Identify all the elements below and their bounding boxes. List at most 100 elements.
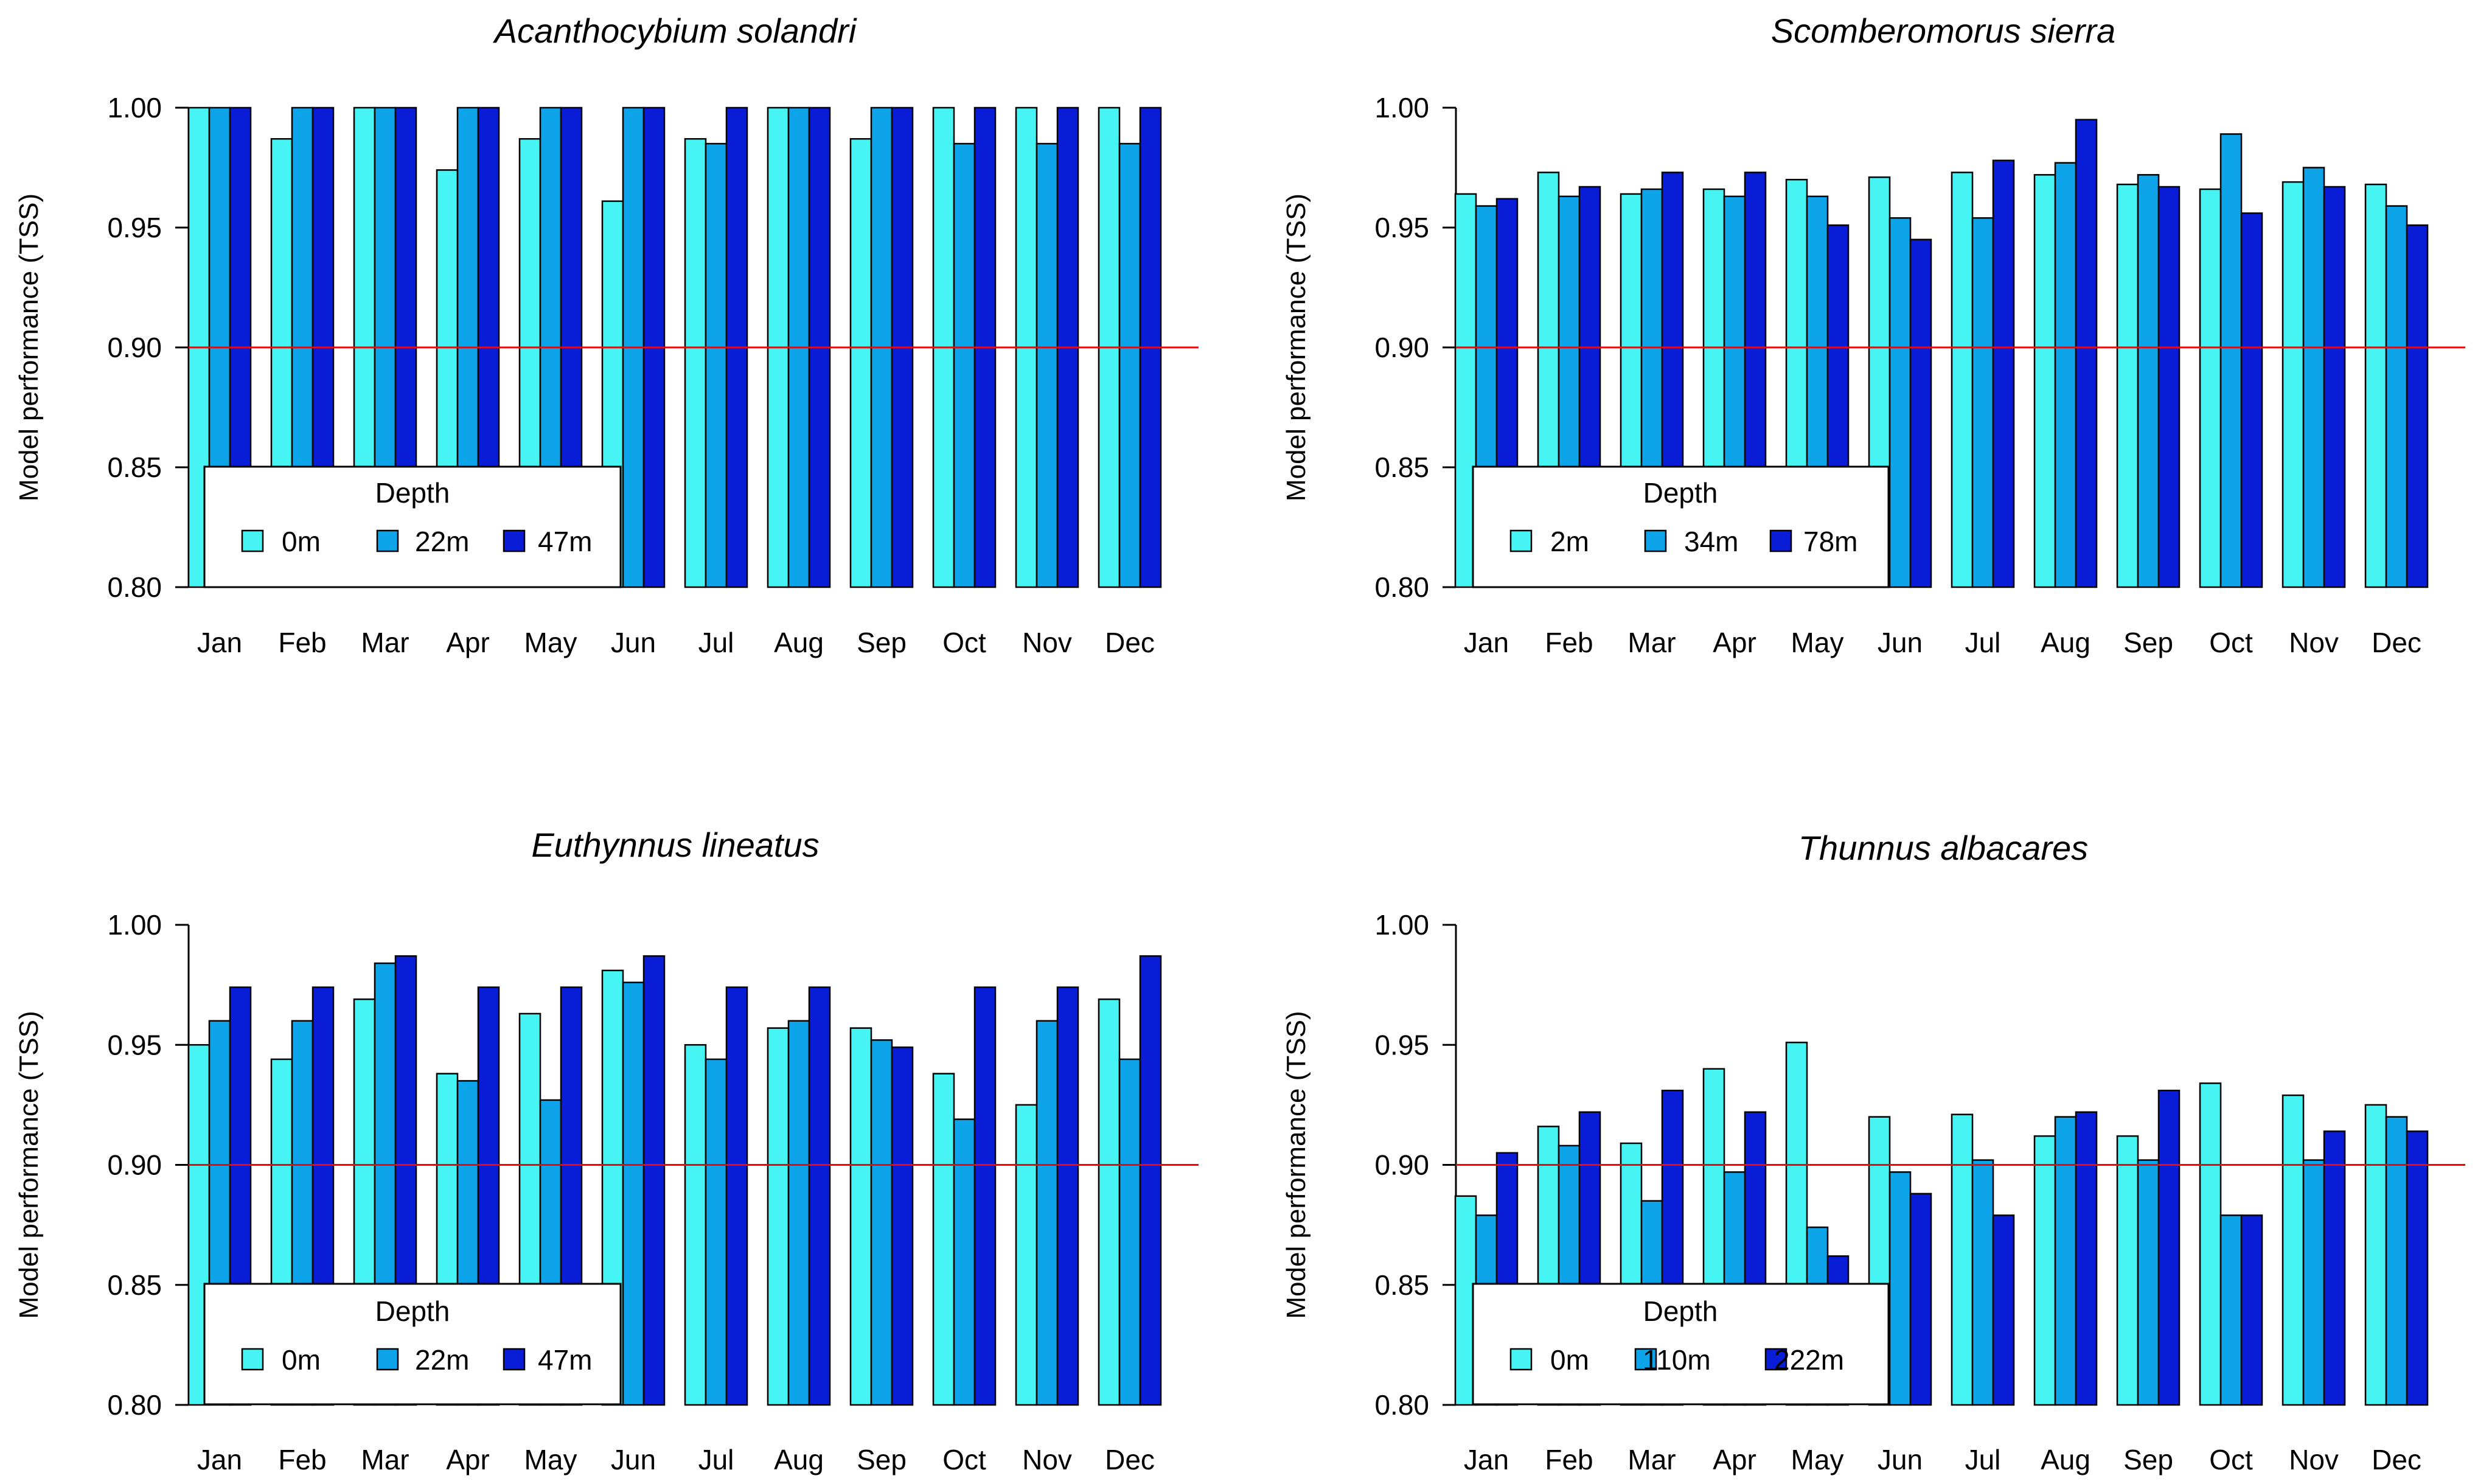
bar-jun-22m xyxy=(622,981,645,1406)
bar-jul-0m xyxy=(684,138,707,588)
y-tick-label: 0.85 xyxy=(1374,1269,1429,1301)
bar-sep-34m xyxy=(2137,174,2160,588)
x-tick-label: Aug xyxy=(774,1444,824,1475)
x-tick-label: Jul xyxy=(1965,627,2001,658)
x-tick-label: Nov xyxy=(1022,627,1072,658)
x-tick-label: Nov xyxy=(2289,1444,2339,1475)
x-tick-label: Jul xyxy=(1965,1444,2001,1475)
x-tick-label: Jan xyxy=(1464,627,1509,658)
x-tick-label: Sep xyxy=(857,627,907,658)
x-tick-label: Mar xyxy=(361,627,409,658)
bar-aug-78m xyxy=(2075,119,2098,588)
bar-sep-0m xyxy=(849,1027,872,1406)
y-tick-label: 0.95 xyxy=(1374,212,1429,243)
bar-dec-47m xyxy=(1139,955,1162,1406)
bar-oct-2m xyxy=(2199,188,2222,588)
bar-sep-110m xyxy=(2137,1159,2160,1406)
x-tick-label: Oct xyxy=(942,627,986,658)
bar-nov-2m xyxy=(2282,181,2305,588)
bar-jul-222m xyxy=(1992,1214,2015,1406)
bar-nov-22m xyxy=(1036,142,1059,588)
x-tick-label: Mar xyxy=(361,1444,409,1475)
y-axis-label: Model performance (TSS) xyxy=(1281,1011,1311,1319)
bar-oct-22m xyxy=(953,1118,976,1406)
x-tick-label: Jan xyxy=(197,627,242,658)
bar-jul-0m xyxy=(684,1044,707,1406)
x-tick-label: Sep xyxy=(857,1444,907,1475)
x-tick-label: May xyxy=(1791,1444,1844,1475)
legend-title: Depth xyxy=(1643,477,1718,509)
bar-jun-34m xyxy=(1888,217,1912,588)
legend-swatch-22m xyxy=(376,1348,399,1371)
bar-jul-78m xyxy=(1992,159,2015,588)
bar-nov-22m xyxy=(1036,1020,1059,1406)
legend-title: Depth xyxy=(1643,1295,1718,1327)
legend-swatch-47m xyxy=(503,1348,526,1371)
x-tick-label: Jun xyxy=(1878,1444,1923,1475)
legend-swatch-2m xyxy=(1509,529,1533,552)
chart-panel-3: Euthynnus lineatus 0.80 0.85 0.90 0.95 1.00 Mo… xyxy=(14,826,1199,1475)
bar-jul-2m xyxy=(1951,172,1974,588)
bar-dec-110m xyxy=(2385,1116,2408,1406)
bar-dec-78m xyxy=(2406,224,2429,588)
bar-nov-78m xyxy=(2323,186,2346,588)
x-tick-label: Jan xyxy=(197,1444,242,1475)
legend-swatch-222m xyxy=(1764,1348,1788,1371)
y-tick-label: 0.95 xyxy=(1374,1029,1429,1061)
y-tick-label: 1.00 xyxy=(107,92,162,124)
legend-swatch-22m xyxy=(376,529,399,552)
bar-sep-47m xyxy=(891,1046,914,1406)
legend-entry-2m: 2m xyxy=(1550,526,1589,557)
y-tick-label: 0.80 xyxy=(1374,571,1429,603)
x-tick-label: Feb xyxy=(1545,1444,1593,1475)
bar-jun-47m xyxy=(642,955,666,1406)
y-tick-label: 0.95 xyxy=(107,212,162,243)
chart-panel-4: Thunnus albacares 0.80 0.85 0.90 0.95 1.00 Mod… xyxy=(1281,829,2465,1475)
bar-aug-2m xyxy=(2033,174,2056,588)
legend: Depth 0m 22m 47m xyxy=(203,465,622,588)
x-tick-label: Sep xyxy=(2123,627,2173,658)
legend-swatch-78m xyxy=(1769,529,1792,552)
bar-dec-22m xyxy=(1118,142,1141,588)
bar-sep-0m xyxy=(2116,1135,2139,1406)
x-tick-label: Dec xyxy=(1105,627,1155,658)
bar-nov-0m xyxy=(1015,1104,1038,1406)
bar-nov-47m xyxy=(1056,986,1079,1406)
x-tick-label: Aug xyxy=(2041,1444,2090,1475)
x-tick-label: Dec xyxy=(2372,1444,2421,1475)
legend-swatch-0m xyxy=(1509,1348,1533,1371)
bar-aug-34m xyxy=(2054,162,2077,588)
y-tick-label: 0.85 xyxy=(107,1269,162,1301)
legend-entry-0m: 0m xyxy=(1550,1344,1589,1376)
y-axis-label: Model performance (TSS) xyxy=(14,1011,44,1319)
y-tick-label: 0.90 xyxy=(1374,332,1429,363)
legend-box xyxy=(1472,465,1890,588)
chart-title: Thunnus albacares xyxy=(1798,829,2088,867)
bar-jun-222m xyxy=(1909,1193,1932,1406)
y-tick-label: 0.95 xyxy=(107,1029,162,1061)
bar-aug-222m xyxy=(2075,1111,2098,1406)
bar-dec-222m xyxy=(2406,1130,2429,1406)
bar-oct-22m xyxy=(953,142,976,588)
x-tick-label: Aug xyxy=(2041,627,2090,658)
bar-sep-222m xyxy=(2157,1089,2181,1406)
x-tick-label: Jun xyxy=(1878,627,1923,658)
bar-jul-22m xyxy=(705,1058,728,1406)
y-tick-label: 0.80 xyxy=(1374,1389,1429,1421)
x-tick-label: Apr xyxy=(1713,627,1756,658)
legend-title: Depth xyxy=(375,477,450,509)
legend-box xyxy=(203,1283,622,1406)
bar-aug-47m xyxy=(808,986,831,1406)
y-tick-label: 0.80 xyxy=(107,1389,162,1421)
y-axis-label: Model performance (TSS) xyxy=(1281,193,1311,501)
bar-dec-34m xyxy=(2385,205,2408,588)
x-tick-label: Nov xyxy=(2289,627,2339,658)
bar-jun-110m xyxy=(1888,1171,1912,1406)
legend-swatch-47m xyxy=(503,529,526,552)
legend: Depth 2m 34m 78m xyxy=(1472,465,1890,588)
bar-jul-22m xyxy=(705,142,728,588)
x-tick-label: Oct xyxy=(2209,627,2253,658)
bar-oct-78m xyxy=(2240,212,2263,588)
bar-sep-2m xyxy=(2116,183,2139,588)
